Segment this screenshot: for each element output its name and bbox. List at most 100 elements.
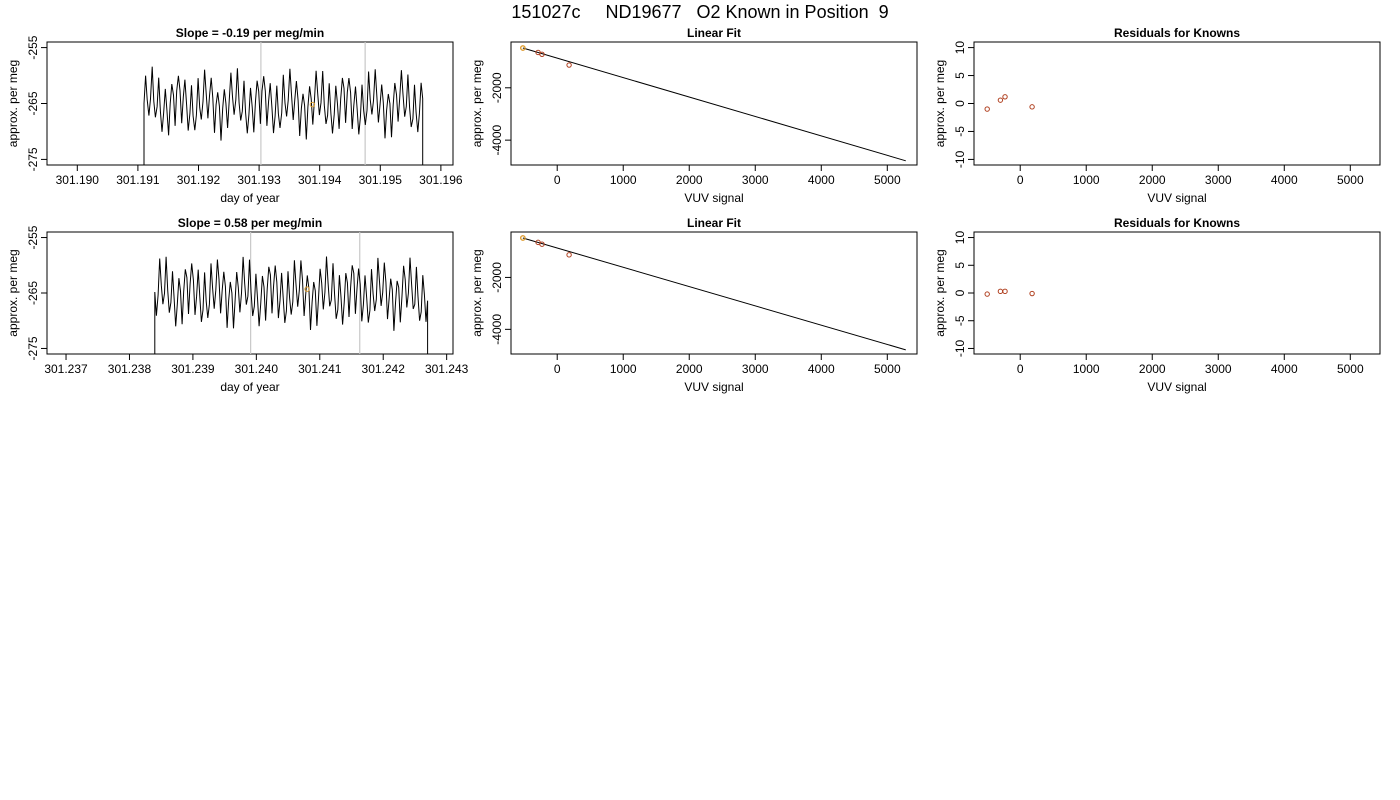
x-axis-label: VUV signal [1147, 380, 1206, 394]
x-tick-label: 2000 [1139, 173, 1166, 187]
data-point [984, 291, 990, 297]
highlight-point [520, 45, 526, 51]
x-tick-label: 3000 [742, 173, 769, 187]
data-trace [143, 66, 424, 165]
plot-area-frame [510, 231, 918, 355]
plot-marks [984, 94, 1035, 112]
y-tick-label: -265 [26, 91, 40, 115]
x-axis-label: VUV signal [684, 380, 743, 394]
x-tick-label: 301.190 [56, 173, 100, 187]
highlight-point [309, 101, 316, 108]
x-tick-label: 301.194 [298, 173, 342, 187]
x-tick-label: 5000 [1337, 173, 1364, 187]
plot-marks [984, 288, 1035, 297]
x-axis-label: day of year [220, 380, 279, 394]
chart-panel-3: Residuals for Knowns 0 1000 2000 3000 4000 500… [933, 26, 1381, 205]
y-axis-label: approx. per meg [470, 60, 484, 147]
panel-title: Residuals for Knowns [1114, 216, 1240, 230]
chart-panel-2: Linear Fit 0 1000 2000 3000 4000 5000 -2000 -400… [470, 26, 918, 205]
plot-marks [520, 235, 906, 351]
figure-title: 151027c ND19677 O2 Known in Position 9 [511, 2, 889, 22]
x-tick-label: 301.193 [237, 173, 281, 187]
x-tick-label: 3000 [1205, 173, 1232, 187]
y-tick-label: -255 [26, 225, 40, 249]
x-tick-label: 1000 [1073, 173, 1100, 187]
highlight-point [520, 235, 526, 241]
x-tick-label: 0 [1017, 173, 1024, 187]
data-point [997, 288, 1004, 295]
panel-title: Residuals for Knowns [1114, 26, 1240, 40]
x-tick-label: 301.195 [359, 173, 403, 187]
x-tick-label: 5000 [1337, 362, 1364, 376]
x-axis-label: VUV signal [684, 191, 743, 205]
x-tick-label: 2000 [676, 173, 703, 187]
x-tick-label: 4000 [808, 362, 835, 376]
y-tick-label: 10 [953, 231, 967, 245]
y-tick-label: -2000 [490, 262, 504, 293]
data-point [1002, 288, 1008, 295]
x-tick-label: 301.242 [362, 362, 406, 376]
x-tick-label: 0 [1017, 362, 1024, 376]
chart-panel-6: Residuals for Knowns 0 1000 2000 3000 4000 500… [933, 216, 1381, 394]
y-axis-label: approx. per meg [933, 249, 947, 336]
data-trace [154, 256, 429, 354]
x-tick-label: 5000 [874, 362, 901, 376]
y-tick-label: -265 [26, 281, 40, 305]
x-tick-label: 4000 [808, 173, 835, 187]
x-tick-label: 1000 [1073, 362, 1100, 376]
chart-panel-4: Slope = 0.58 per meg/min 301.237 301.238 30… [6, 216, 469, 394]
panel-title: Slope = -0.19 per meg/min [176, 26, 324, 40]
x-tick-label: 2000 [676, 362, 703, 376]
y-tick-label: 5 [953, 72, 967, 79]
fit-line [522, 237, 906, 351]
y-tick-label: 0 [953, 289, 967, 296]
plot-area-frame [973, 231, 1381, 355]
x-tick-label: 3000 [742, 362, 769, 376]
panel-title: Linear Fit [687, 216, 741, 230]
y-tick-label: -10 [953, 339, 967, 357]
y-tick-label: 10 [953, 41, 967, 55]
y-axis-label: approx. per meg [470, 249, 484, 336]
x-tick-label: 301.240 [235, 362, 279, 376]
x-tick-label: 1000 [610, 173, 637, 187]
panel-title: Slope = 0.58 per meg/min [178, 216, 322, 230]
x-tick-label: 0 [554, 173, 561, 187]
data-point [566, 62, 572, 68]
y-tick-label: 5 [953, 262, 967, 269]
x-tick-label: 301.196 [419, 173, 463, 187]
y-tick-label: -4000 [490, 314, 504, 345]
x-tick-label: 301.237 [44, 362, 88, 376]
y-tick-label: -275 [26, 147, 40, 171]
highlight-point [304, 286, 310, 292]
x-tick-label: 301.191 [116, 173, 160, 187]
y-tick-label: -275 [26, 336, 40, 360]
x-tick-label: 0 [554, 362, 561, 376]
x-axis-label: VUV signal [1147, 191, 1206, 205]
data-point [539, 51, 545, 57]
data-point [997, 97, 1004, 103]
panel-title: Linear Fit [687, 26, 741, 40]
y-tick-label: -5 [953, 126, 967, 137]
data-point [539, 241, 545, 247]
fit-line [522, 47, 906, 162]
data-point [984, 106, 990, 112]
data-point [1029, 104, 1035, 110]
chart-panel-1: Slope = -0.19 per meg/min 301.190 301.191 3… [6, 26, 463, 205]
data-point [1002, 94, 1008, 100]
y-tick-label: 0 [953, 100, 967, 107]
y-tick-label: -5 [953, 315, 967, 326]
y-tick-label: -2000 [490, 72, 504, 103]
x-tick-label: 5000 [874, 173, 901, 187]
plot-marks [154, 232, 429, 354]
x-tick-label: 4000 [1271, 362, 1298, 376]
plot-marks [520, 45, 906, 162]
x-tick-label: 1000 [610, 362, 637, 376]
x-tick-label: 301.243 [425, 362, 469, 376]
data-point [1029, 290, 1035, 297]
plot-marks [143, 42, 424, 165]
y-tick-label: -10 [953, 150, 967, 168]
y-tick-label: -255 [26, 35, 40, 59]
x-tick-label: 4000 [1271, 173, 1298, 187]
x-tick-label: 2000 [1139, 362, 1166, 376]
